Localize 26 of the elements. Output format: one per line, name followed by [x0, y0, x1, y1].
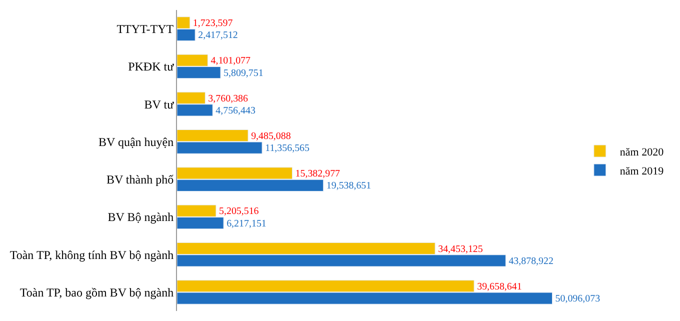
- data-label: 19,538,651: [326, 180, 372, 192]
- data-label: 5,205,516: [219, 206, 259, 218]
- data-label: 39,658,641: [477, 281, 522, 292]
- y-tick-label: BV Bộ ngành: [108, 210, 174, 224]
- data-label: 4,101,077: [210, 56, 251, 67]
- data-label: 11,356,565: [265, 143, 310, 154]
- data-label: 1,723,597: [192, 18, 233, 30]
- data-label: 43,878,922: [508, 256, 554, 267]
- y-tick-label: PKĐK tư: [128, 60, 174, 74]
- y-tick-label: Toàn TP, không tính BV bộ ngành: [10, 248, 174, 262]
- data-label: 50,096,073: [555, 294, 600, 305]
- y-tick-label: TTYT-TYT: [116, 22, 174, 36]
- data-label: 3,760,386: [208, 93, 248, 104]
- y-tick-label: BV thành phố: [106, 172, 174, 187]
- y-tick-label: BV quận huyện: [98, 134, 174, 149]
- y-tick-label: Toàn TP, bao gồm BV bộ ngành: [20, 285, 174, 300]
- data-label: 2,417,512: [198, 30, 238, 42]
- data-label: 4,756,443: [216, 105, 256, 116]
- data-label: 9,485,088: [251, 130, 291, 142]
- data-label: 6,217,151: [226, 218, 266, 230]
- data-label: 34,453,125: [438, 244, 483, 255]
- legend-label: năm 2019: [620, 165, 664, 178]
- data-label: 15,382,977: [295, 168, 340, 180]
- data-label: 5,809,751: [224, 68, 264, 79]
- legend-label: năm 2020: [620, 146, 664, 158]
- y-tick-label: BV tư: [144, 97, 174, 112]
